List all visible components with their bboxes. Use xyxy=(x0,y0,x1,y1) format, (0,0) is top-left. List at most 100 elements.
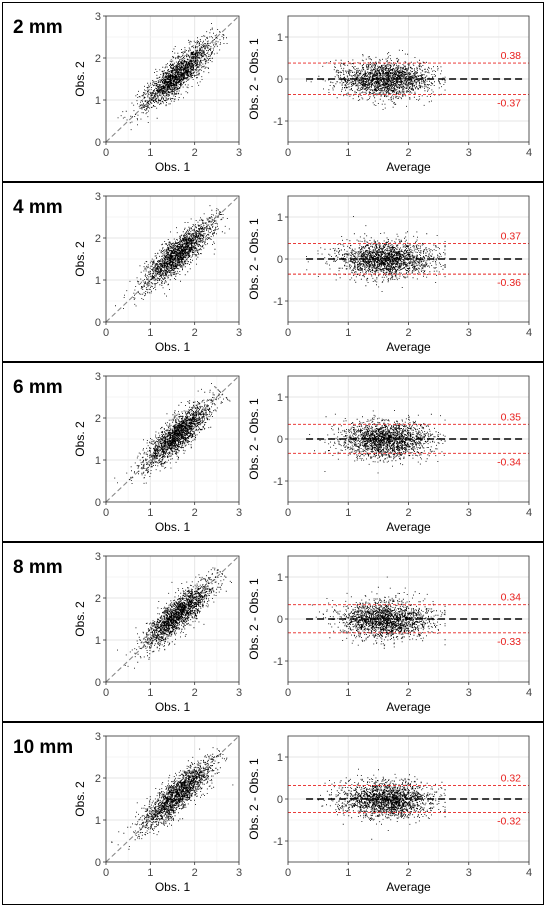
x-axis-title: Average xyxy=(386,700,431,714)
y-tick-label: 0 xyxy=(95,857,101,869)
y-tick-label: 2 xyxy=(95,53,101,65)
x-axis-title: Obs. 1 xyxy=(155,160,191,174)
y-tick-label: 0 xyxy=(277,74,283,86)
y-tick-label: -1 xyxy=(273,296,283,308)
y-tick-label: 0 xyxy=(277,794,283,806)
y-axis-title: Obs. 2 xyxy=(73,241,87,277)
y-tick-label: 3 xyxy=(95,191,101,203)
x-tick-label: 2 xyxy=(192,147,198,159)
plot-frame xyxy=(105,15,240,143)
y-tick-label: -1 xyxy=(273,116,283,128)
x-tick-label: 1 xyxy=(147,327,153,339)
plot-frame xyxy=(105,555,240,683)
bland-altman-panel: 0.35 -0.34 0 1 2 3 4 -1 0 1 Average Obs. 2 - Obs. 1 xyxy=(247,375,532,534)
y-axis-title: Obs. 2 - Obs. 1 xyxy=(247,398,261,480)
plot-frame xyxy=(105,735,240,863)
y-tick-label: 3 xyxy=(95,731,101,743)
data-points xyxy=(309,410,446,474)
lower-loa-label: -0.34 xyxy=(497,456,521,468)
y-axis-title: Obs. 2 - Obs. 1 xyxy=(247,218,261,300)
x-tick-label: 1 xyxy=(345,147,351,159)
data-points xyxy=(111,747,234,850)
x-tick-label: 3 xyxy=(236,147,242,159)
data-points xyxy=(117,23,228,131)
x-tick-label: 0 xyxy=(285,327,291,339)
y-tick-label: 0 xyxy=(95,137,101,149)
lower-loa-label: -0.37 xyxy=(497,98,521,110)
data-points xyxy=(311,576,446,649)
x-tick-label: 1 xyxy=(345,867,351,879)
y-tick-label: 3 xyxy=(95,11,101,23)
row-label: 4 mm xyxy=(13,197,63,218)
upper-loa-label: 0.38 xyxy=(501,50,522,62)
y-tick-label: 1 xyxy=(95,455,101,467)
row-2mm: 2 mm 0 1 2 3 0 1 2 3 Obs. 1 Obs. 2 0.38 -0.37 0 1 2 3 4 -… xyxy=(2,2,544,182)
y-tick-label: -1 xyxy=(273,656,283,668)
plot-frame xyxy=(105,375,240,503)
y-axis-title: Obs. 2 - Obs. 1 xyxy=(247,758,261,840)
lower-loa-label: -0.36 xyxy=(497,277,521,289)
y-tick-label: 1 xyxy=(95,815,101,827)
data-points xyxy=(117,567,232,669)
scatter-panel: 0 1 2 3 0 1 2 3 Obs. 1 Obs. 2 xyxy=(73,371,242,534)
x-tick-label: 1 xyxy=(147,147,153,159)
x-tick-label: 3 xyxy=(236,867,242,879)
x-tick-label: 4 xyxy=(526,867,532,879)
x-tick-label: 2 xyxy=(192,867,198,879)
x-tick-label: 3 xyxy=(236,507,242,519)
row-10mm: 10 mm 0 1 2 3 0 1 2 3 Obs. 1 Obs. 2 0.32 -0.32 0 1 2 3 4… xyxy=(2,722,544,905)
y-tick-label: 1 xyxy=(277,212,283,224)
x-tick-label: 1 xyxy=(345,327,351,339)
data-points xyxy=(114,383,231,484)
x-tick-label: 2 xyxy=(192,507,198,519)
row-chart-svg: 0 1 2 3 0 1 2 3 Obs. 1 Obs. 2 0.34 -0.33 0 1 2 3 4 -1 0 1 Av… xyxy=(73,551,532,714)
x-tick-label: 4 xyxy=(526,507,532,519)
x-axis-title: Average xyxy=(386,340,431,354)
row-label: 2 mm xyxy=(13,17,63,38)
x-axis-title: Obs. 1 xyxy=(155,520,191,534)
row-label: 6 mm xyxy=(13,377,63,398)
data-points xyxy=(115,205,230,309)
x-tick-label: 4 xyxy=(526,327,532,339)
x-axis-title: Average xyxy=(386,880,431,894)
x-tick-label: 2 xyxy=(405,507,411,519)
data-points xyxy=(317,768,446,840)
x-tick-label: 2 xyxy=(405,867,411,879)
upper-loa-label: 0.32 xyxy=(501,773,522,785)
x-tick-label: 3 xyxy=(466,327,472,339)
x-axis-title: Average xyxy=(386,160,431,174)
y-tick-label: 1 xyxy=(277,752,283,764)
y-tick-label: 0 xyxy=(277,254,283,266)
lower-loa-label: -0.33 xyxy=(497,636,521,648)
x-axis-title: Obs. 1 xyxy=(155,880,191,894)
row-label: 10 mm xyxy=(13,737,74,758)
x-tick-label: 0 xyxy=(103,327,109,339)
x-tick-label: 0 xyxy=(103,867,109,879)
x-tick-label: 3 xyxy=(466,687,472,699)
x-tick-label: 1 xyxy=(147,687,153,699)
x-tick-label: 4 xyxy=(526,687,532,699)
x-tick-label: 2 xyxy=(192,327,198,339)
data-points xyxy=(306,216,446,292)
lower-loa-label: -0.32 xyxy=(497,815,521,827)
row-chart-svg: 0 1 2 3 0 1 2 3 Obs. 1 Obs. 2 0.38 -0.37 0 1 2 3 4 -1 0 1 Av… xyxy=(73,11,532,174)
upper-loa-label: 0.35 xyxy=(501,411,522,423)
x-tick-label: 2 xyxy=(405,327,411,339)
x-tick-label: 4 xyxy=(526,147,532,159)
bland-altman-panel: 0.37 -0.36 0 1 2 3 4 -1 0 1 Average Obs. 2 - Obs. 1 xyxy=(247,195,532,354)
y-tick-label: 1 xyxy=(95,275,101,287)
y-axis-title: Obs. 2 xyxy=(73,61,87,97)
x-tick-label: 1 xyxy=(147,507,153,519)
row-chart-svg: 0 1 2 3 0 1 2 3 Obs. 1 Obs. 2 0.35 -0.34 0 1 2 3 4 -1 0 1 Av… xyxy=(73,371,532,534)
x-tick-label: 3 xyxy=(466,867,472,879)
x-tick-label: 3 xyxy=(466,507,472,519)
row-6mm: 6 mm 0 1 2 3 0 1 2 3 Obs. 1 Obs. 2 0.35 -0.34 0 1 2 3 4 -… xyxy=(2,362,544,542)
x-tick-label: 3 xyxy=(236,327,242,339)
x-tick-label: 0 xyxy=(285,147,291,159)
x-tick-label: 3 xyxy=(466,147,472,159)
x-tick-label: 1 xyxy=(147,867,153,879)
y-tick-label: 0 xyxy=(95,317,101,329)
scatter-panel: 0 1 2 3 0 1 2 3 Obs. 1 Obs. 2 xyxy=(73,11,242,174)
y-tick-label: -1 xyxy=(273,836,283,848)
y-tick-label: 1 xyxy=(95,635,101,647)
